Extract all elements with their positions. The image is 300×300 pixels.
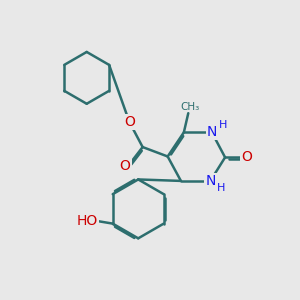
Text: H: H bbox=[219, 120, 227, 130]
Text: N: N bbox=[207, 125, 217, 139]
Text: HO: HO bbox=[76, 214, 98, 228]
Text: O: O bbox=[241, 150, 252, 164]
Text: O: O bbox=[124, 115, 135, 129]
Text: N: N bbox=[205, 174, 215, 188]
Text: H: H bbox=[218, 183, 226, 193]
Text: CH₃: CH₃ bbox=[180, 102, 200, 112]
Text: O: O bbox=[119, 159, 130, 173]
